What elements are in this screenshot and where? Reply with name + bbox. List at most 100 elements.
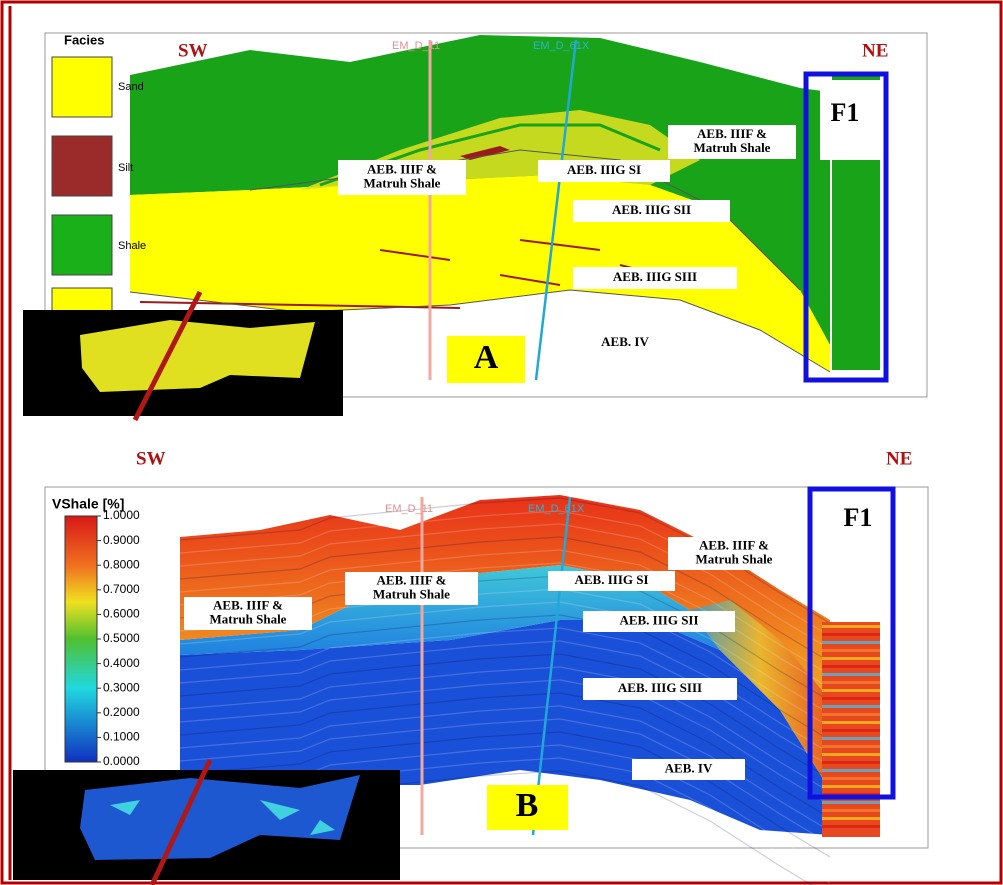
colorbar-tick-label: 1.0000 (103, 508, 140, 522)
zone-label-box (338, 160, 466, 195)
fault-layer (822, 705, 880, 708)
colorbar (64, 515, 98, 763)
zone-label: AEB. IIIG SII (612, 202, 691, 217)
zone-label: AEB. IIIF & (697, 126, 767, 141)
colorbar-tick-label: 0.0000 (103, 754, 140, 768)
zone-label-box (583, 611, 735, 632)
layer-line (179, 653, 831, 780)
panel-a: F1 EM_D_11 EM_D_61X SW NE Facies Sand Si… (23, 32, 928, 422)
zone-label: Matruh Shale (373, 586, 450, 601)
fault-label: F1 (831, 98, 860, 127)
zone-label-box (538, 160, 670, 182)
zone-label: AEB. IIIG SIII (618, 680, 702, 695)
layer-line (179, 549, 831, 676)
fault-outline (803, 71, 889, 383)
fault-layer (822, 681, 880, 684)
direction-label: SW (136, 448, 166, 469)
direction-label: NE (862, 40, 888, 61)
fault-layer (822, 777, 880, 780)
legend-label: Sand (118, 81, 144, 93)
silt-lens (460, 146, 510, 160)
colorbar-tick-label: 0.4000 (103, 656, 140, 670)
fault-label-box (820, 80, 880, 160)
zone-label: Matruh Shale (694, 140, 771, 155)
vshale-mixed (690, 600, 830, 790)
zone-label-box (573, 200, 730, 222)
legend-swatch (51, 214, 113, 276)
colorbar-tick-label: 0.3000 (103, 680, 140, 694)
colorbar-tick-label: 0.2000 (103, 705, 140, 719)
zone-label: AEB. IIIF & (367, 161, 437, 176)
zone-label: AEB. IIIG SIII (613, 269, 697, 284)
colorbar-tick-label: 0.9000 (103, 533, 140, 547)
colorbar-tick-label: 0.1000 (103, 730, 140, 744)
vshale-high (180, 495, 830, 790)
fault-layer (822, 697, 880, 700)
fault-layer (822, 721, 880, 724)
fault-layer (822, 625, 880, 628)
zone-label: AEB. IV (601, 334, 649, 349)
fault-layer (822, 769, 880, 772)
well-name: EM_D_11 (385, 503, 433, 515)
colorbar-tick-label: 0.5000 (103, 631, 140, 645)
fault-layer (822, 745, 880, 748)
layer-line (179, 640, 831, 767)
layer-line (179, 718, 831, 845)
zone-label: AEB. IV (665, 760, 713, 775)
zone-label: Matruh Shale (696, 551, 773, 566)
layer-line (179, 705, 831, 832)
well-name: EM_D_11 (392, 40, 440, 52)
zone-label-box (184, 597, 312, 630)
layer-line (179, 614, 831, 741)
fault-outline (807, 486, 896, 800)
zone-label: AEB. IIIG SI (567, 162, 641, 177)
colorbar-title: VShale [%] (52, 496, 124, 512)
layer-line (179, 679, 831, 806)
shale-body (130, 35, 830, 345)
panel-tag: A (474, 339, 499, 376)
section-line (149, 758, 213, 885)
layer-line (179, 562, 831, 689)
legend-swatch (51, 287, 113, 314)
fault-layer (822, 673, 880, 676)
panel-b: SW NE F1 EM_D_11 EM_D_61X VShale [%] 1.0… (13, 448, 929, 885)
colorbar-tick-label: 0.7000 (103, 582, 140, 596)
fault-layer (822, 665, 880, 668)
fault-layer (822, 737, 880, 740)
fault-layer (822, 785, 880, 788)
panel-tag-box (487, 785, 568, 830)
layer-line (179, 523, 831, 650)
sand-body (130, 175, 830, 372)
well-trajectory (531, 496, 572, 836)
zone-label-box (668, 537, 800, 570)
fault-layer (822, 729, 880, 732)
direction-label: SW (178, 40, 208, 61)
fault-layer (822, 689, 880, 692)
fault-layer (822, 809, 880, 812)
well-name: EM_D_61X (528, 503, 585, 515)
layer-line (179, 692, 831, 819)
fault-layer (822, 817, 880, 820)
zone-label-box (668, 125, 796, 159)
fault-layer (822, 641, 880, 644)
fault-layer (822, 753, 880, 756)
map-area (80, 775, 360, 860)
well-name: EM_D_61X (533, 40, 590, 52)
legend-swatch (51, 56, 113, 118)
legend-label: Silt (118, 162, 133, 174)
zone-label: AEB. IIIG SI (574, 572, 648, 587)
layer-line (179, 731, 831, 858)
fault-layer (822, 713, 880, 716)
fault-layering (822, 625, 880, 828)
zone-label: Matruh Shale (364, 175, 441, 190)
well-trajectory (534, 39, 578, 381)
map-patch (110, 800, 335, 835)
colorbar-tick-label: 0.8000 (103, 557, 140, 571)
fault-layer (822, 801, 880, 804)
zone-label: AEB. IIIF & (377, 572, 447, 587)
panel-tag-box (447, 336, 525, 383)
layer-line (179, 627, 831, 754)
fault-layer (822, 649, 880, 652)
